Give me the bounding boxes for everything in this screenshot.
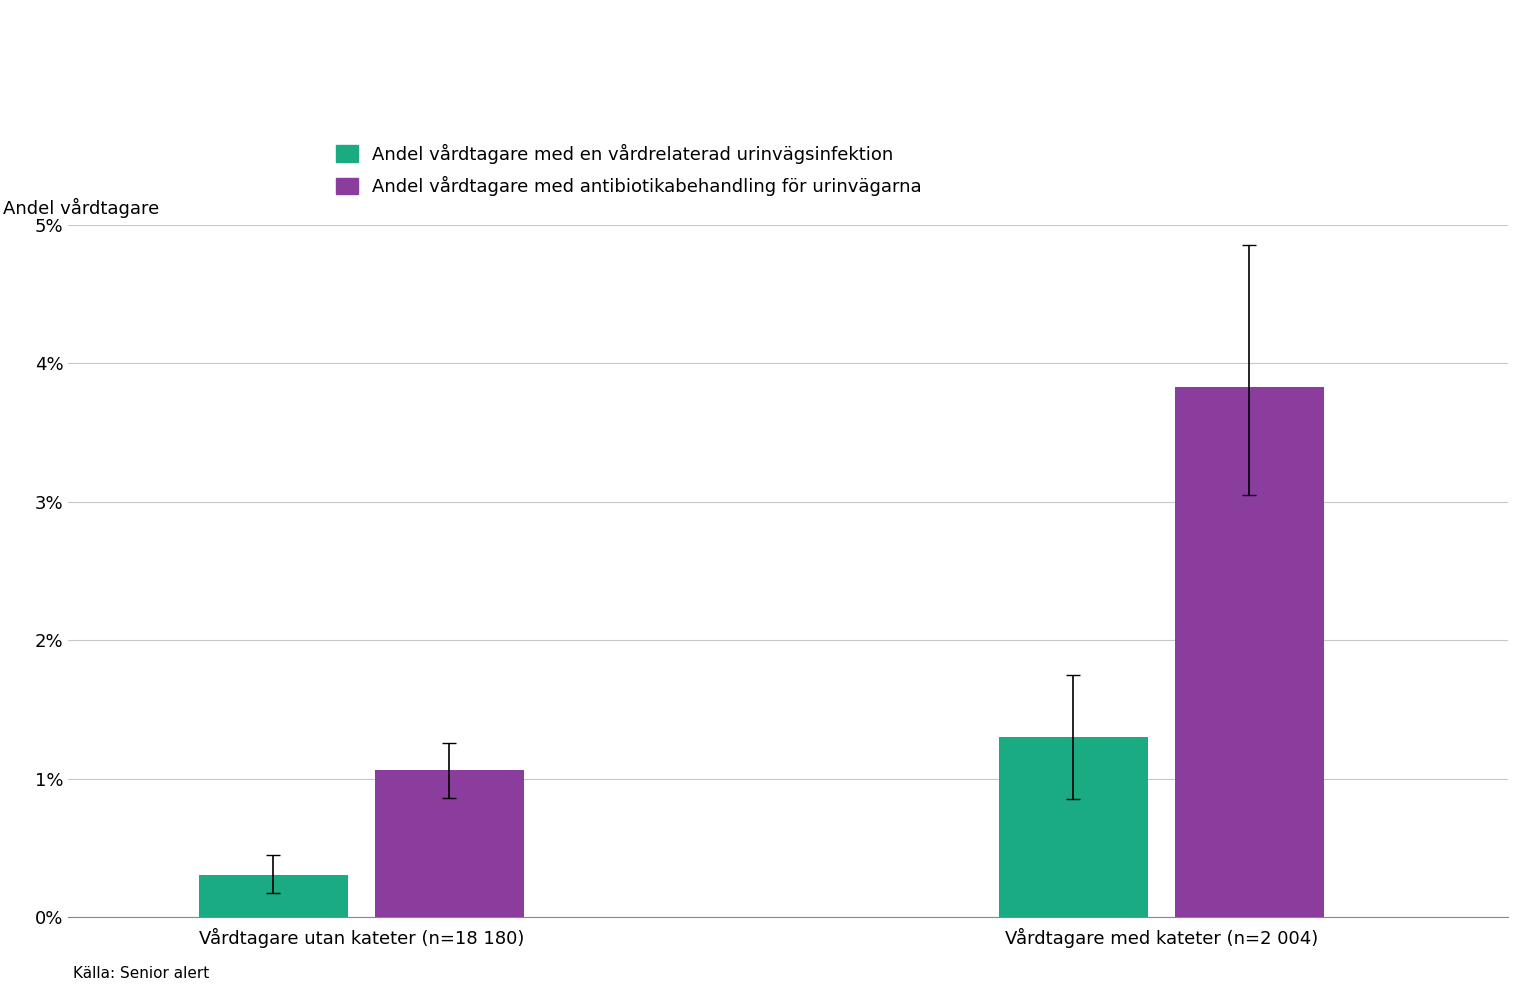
Bar xyxy=(375,771,524,917)
Bar xyxy=(999,737,1148,917)
Legend: Andel vårdtagare med en vårdrelaterad urinvägsinfektion, Andel vårdtagare med an: Andel vårdtagare med en vårdrelaterad ur… xyxy=(337,144,921,197)
Text: Andel vårdtagare: Andel vårdtagare xyxy=(3,198,160,217)
Bar xyxy=(1174,386,1323,917)
Text: Källa: Senior alert: Källa: Senior alert xyxy=(73,966,209,981)
Bar xyxy=(200,876,349,917)
